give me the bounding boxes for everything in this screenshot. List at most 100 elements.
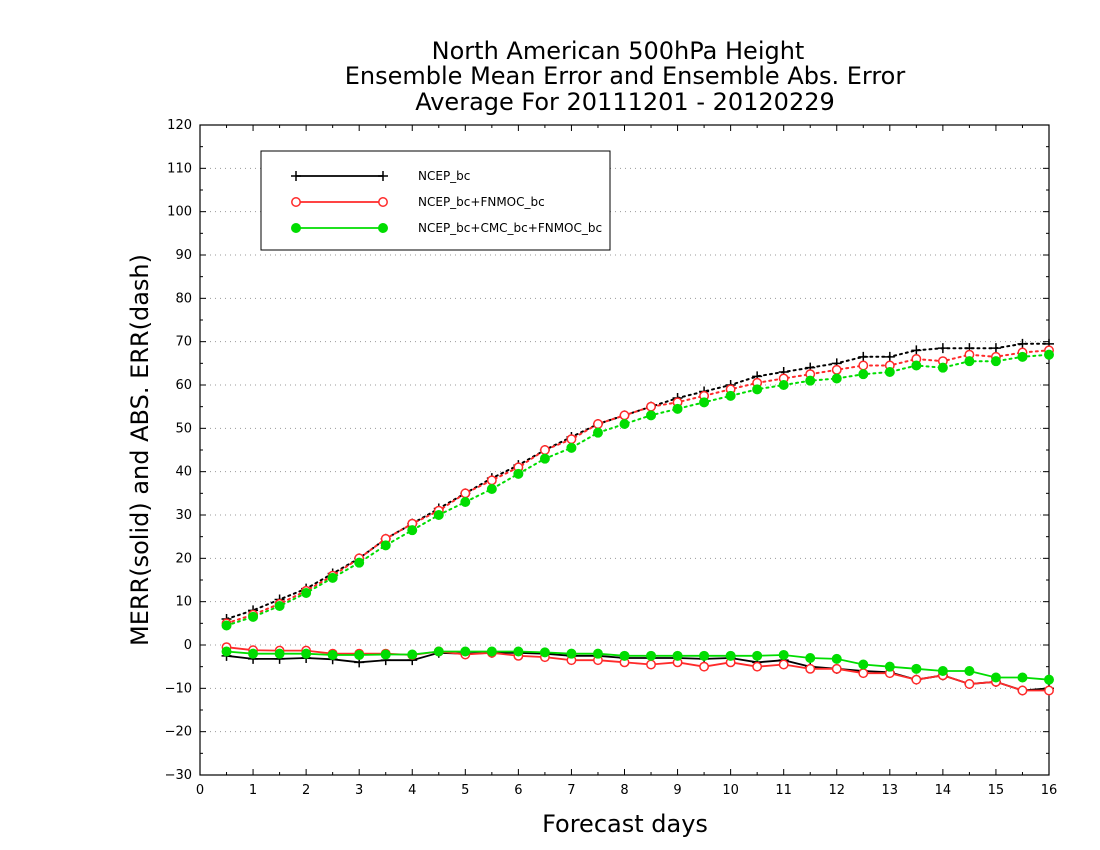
data-point — [937, 343, 948, 354]
data-point — [646, 650, 657, 661]
data-point — [301, 588, 312, 598]
series-line-solid — [226, 651, 1050, 692]
grid-lines — [200, 167, 1049, 733]
data-point — [354, 557, 365, 568]
legend-marker — [378, 223, 388, 233]
x-tick-label: 0 — [196, 783, 204, 798]
y-tick-label: 30 — [175, 508, 192, 523]
data-point — [566, 648, 577, 659]
data-point — [486, 484, 497, 494]
data-point — [460, 497, 471, 507]
x-tick-label: 4 — [408, 783, 416, 798]
legend-item: NCEP_bc+CMC_bc+FNMOC_bc — [291, 221, 602, 235]
data-point — [248, 611, 259, 622]
data-point — [274, 601, 285, 611]
y-tick-label: −20 — [165, 725, 192, 740]
data-point — [301, 648, 312, 659]
data-point — [486, 475, 497, 486]
y-tick-label: 120 — [167, 118, 192, 133]
series-line-solid — [226, 650, 1050, 681]
x-tick-label: 11 — [775, 783, 792, 798]
data-point — [619, 419, 630, 429]
legend-marker — [291, 171, 301, 181]
x-axis: 0 1 2 3 4 5 6 7 8 9 10 11 12 13 14 15 16 — [196, 125, 1057, 798]
data-point — [964, 666, 975, 676]
data-point — [911, 360, 922, 371]
chart-title-line-1: North American 500hPa Height — [432, 37, 805, 65]
x-tick-label: 1 — [249, 783, 257, 798]
data-point — [725, 650, 736, 661]
y-tick-label: 20 — [175, 551, 192, 566]
y-tick-label: 40 — [175, 465, 192, 480]
data-point — [486, 646, 497, 657]
legend-box — [260, 150, 611, 251]
x-tick-label: 8 — [620, 783, 628, 798]
data-point — [593, 419, 603, 429]
data-point — [858, 351, 869, 362]
data-point — [539, 647, 550, 658]
legend-label: NCEP_bc — [418, 169, 470, 183]
data-point — [619, 650, 630, 661]
chart-title: North American 500hPa Height Ensemble Me… — [345, 37, 906, 116]
x-tick-label: 16 — [1041, 783, 1058, 798]
chart-title-line-2: Ensemble Mean Error and Ensemble Abs. Er… — [345, 62, 906, 90]
x-tick-label: 13 — [882, 783, 899, 798]
series-ncep-bc-fnmoc-bc-merr — [221, 642, 1054, 696]
data-point — [778, 380, 789, 390]
legend-item: NCEP_bc+FNMOC_bc — [291, 195, 545, 209]
data-point — [699, 650, 710, 661]
data-point — [646, 401, 656, 412]
y-axis: −30 −20 −10 0 10 20 30 40 50 60 70 80 90 100 110 120 — [165, 118, 1049, 783]
series-line-dashed — [225, 353, 1050, 627]
data-point — [964, 356, 975, 367]
x-tick-label: 7 — [567, 783, 575, 798]
data-point — [778, 649, 789, 660]
series-ncep-bc-fnmoc-bc-abs-err — [221, 345, 1054, 629]
data-point — [990, 356, 1001, 367]
data-point — [380, 649, 391, 660]
x-tick-label: 14 — [935, 783, 952, 798]
data-point — [752, 661, 763, 672]
legend-label: NCEP_bc+FNMOC_bc — [418, 195, 545, 209]
data-point — [858, 659, 869, 670]
data-point — [911, 663, 922, 674]
data-point — [911, 674, 922, 685]
x-tick-label: 15 — [988, 783, 1005, 798]
data-point — [805, 375, 816, 386]
data-point — [911, 345, 922, 356]
data-point — [752, 650, 763, 661]
y-tick-label: 70 — [175, 335, 192, 350]
data-point — [725, 390, 736, 401]
y-tick-label: 60 — [175, 378, 192, 393]
data-point — [1017, 351, 1028, 362]
data-point — [221, 646, 232, 657]
data-point — [1017, 685, 1028, 696]
legend: NCEP_bc NCEP_bc+FNMOC_bc NCEP_bc+CMC_bc+FN… — [260, 150, 611, 251]
y-tick-label: 110 — [167, 161, 192, 176]
y-tick-label: 80 — [175, 291, 192, 306]
data-point — [646, 410, 657, 421]
data-point — [248, 648, 259, 659]
x-axis-label: Forecast days — [542, 810, 708, 838]
data-point — [672, 403, 683, 414]
x-tick-label: 6 — [514, 783, 522, 798]
data-point — [752, 384, 763, 395]
series-layer — [221, 338, 1054, 696]
x-tick-label: 2 — [302, 783, 310, 798]
data-point — [539, 445, 550, 455]
data-point — [592, 427, 603, 438]
data-point — [937, 362, 948, 373]
y-tick-label: 100 — [167, 205, 192, 220]
x-tick-label: 9 — [673, 783, 681, 798]
legend-label: NCEP_bc+CMC_bc+FNMOC_bc — [418, 221, 602, 235]
x-tick-label: 12 — [828, 783, 845, 798]
data-point — [884, 351, 895, 362]
legend-marker — [291, 197, 301, 207]
data-point — [460, 646, 471, 657]
data-point — [433, 510, 444, 520]
data-point — [778, 659, 789, 670]
data-point — [884, 367, 895, 377]
data-point — [380, 540, 391, 551]
data-point — [566, 442, 577, 453]
data-point — [831, 663, 842, 674]
